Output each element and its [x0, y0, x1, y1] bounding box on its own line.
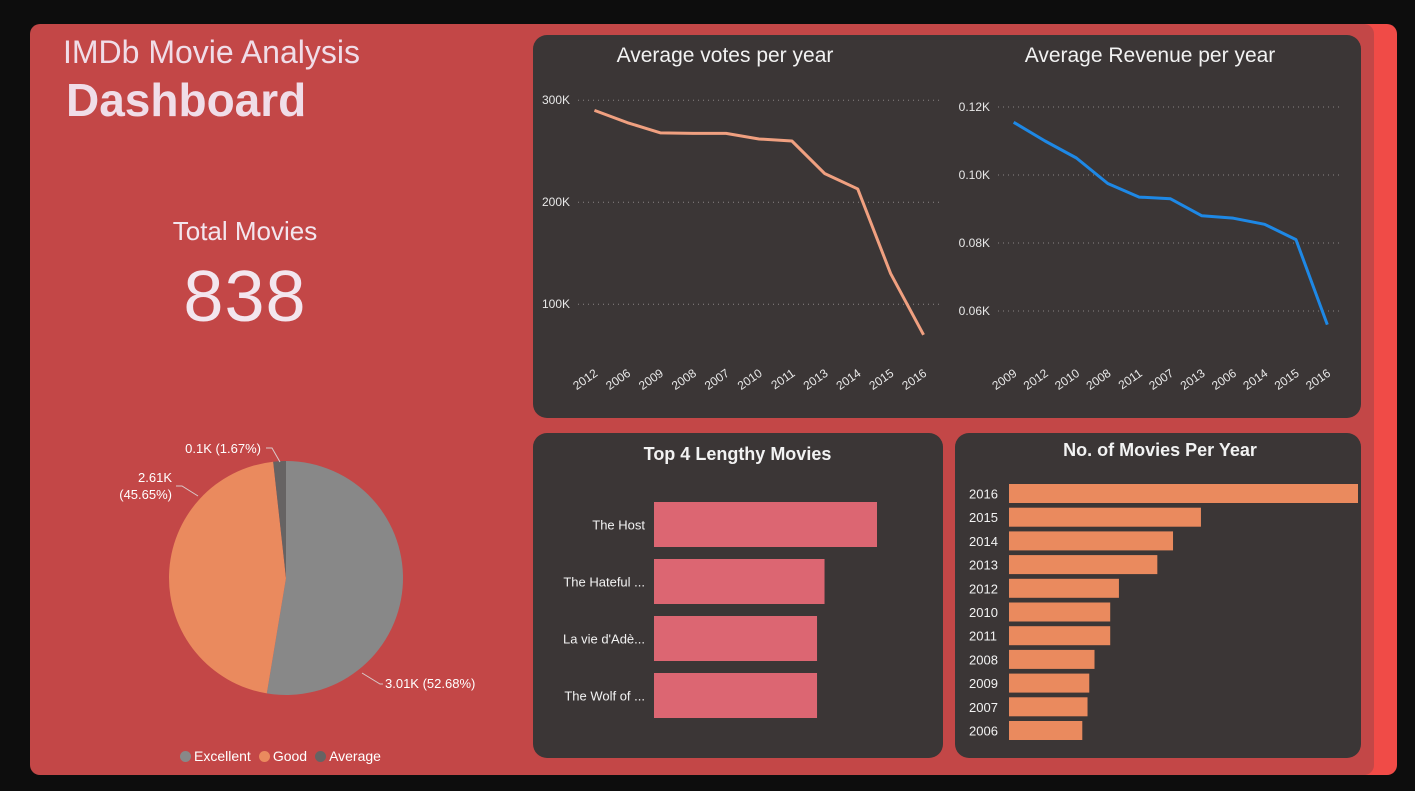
category-label: The Hateful ... — [563, 575, 645, 590]
x-tick-label: 2014 — [1240, 366, 1270, 393]
x-tick-label: 2007 — [702, 366, 732, 393]
bar — [1009, 531, 1174, 551]
pie-leader-line — [266, 447, 281, 463]
legend-label-excellent: Excellent — [194, 748, 251, 764]
y-tick-label: 0.12K — [959, 100, 990, 114]
pie-data-label: (45.65%) — [119, 487, 172, 502]
x-tick-label: 2012 — [570, 366, 600, 393]
series-line — [593, 108, 925, 336]
category-label: 2006 — [969, 724, 998, 739]
x-tick-label: 2015 — [1272, 366, 1302, 393]
legend-item-average[interactable]: Average — [315, 748, 381, 764]
bar — [1009, 602, 1111, 622]
pie-legend: Excellent Good Average — [180, 748, 381, 764]
revenue-line-chart[interactable]: 0.06K 0.08K 0.10K 0.12K 2009 2012 2010 2008 2011… — [948, 80, 1361, 410]
total-movies-label: Total Movies — [172, 216, 318, 246]
pie-slice-excellent[interactable] — [266, 461, 404, 695]
category-label: 2009 — [969, 676, 998, 691]
bar — [654, 616, 818, 661]
bar — [1009, 484, 1358, 503]
x-tick-label: 2012 — [1021, 366, 1051, 393]
pie-data-label: 3.01K (52.68%) — [385, 676, 475, 691]
x-tick-label: 2013 — [1178, 366, 1208, 393]
bar — [654, 673, 818, 718]
x-tick-label: 2015 — [866, 366, 896, 393]
pie-data-label: 2.61K — [138, 470, 172, 485]
x-tick-label: 2010 — [735, 366, 765, 393]
pie-data-label: 0.1K (1.67%) — [185, 441, 261, 456]
rating-pie-chart[interactable]: 3.01K (52.68%) 2.61K (45.65%) 0.1K (1.67%) — [100, 430, 500, 730]
category-label: The Host — [592, 518, 645, 533]
bar — [1009, 507, 1201, 527]
pie-slice-good[interactable] — [169, 461, 286, 694]
bar — [1009, 673, 1090, 693]
dashboard-subtitle: Dashboard — [66, 74, 307, 126]
y-tick-label: 0.08K — [959, 236, 990, 250]
y-tick-label: 0.06K — [959, 304, 990, 318]
x-tick-label: 2011 — [1116, 366, 1145, 392]
pie-leader-line — [176, 485, 199, 497]
category-label: 2008 — [969, 652, 998, 667]
legend-dot-good — [258, 750, 270, 762]
bar — [1009, 578, 1119, 598]
dashboard-title: IMDb Movie Analysis — [63, 34, 360, 70]
bar — [1009, 626, 1111, 646]
line-charts-card — [533, 35, 1361, 418]
category-label: 2015 — [969, 510, 998, 525]
bar — [654, 502, 877, 547]
category-label: 2010 — [969, 605, 998, 620]
x-tick-label: 2014 — [834, 366, 864, 393]
movies-per-year-bar-chart[interactable]: 2016 2015 2014 2013 2012 2010 2011 2008 2009 2007… — [955, 475, 1361, 750]
y-tick-label: 200K — [542, 195, 570, 209]
y-tick-label: 100K — [542, 297, 570, 311]
movies-per-year-title: No. of Movies Per Year — [1063, 440, 1257, 460]
total-movies-value: 838 — [183, 257, 307, 337]
category-label: 2016 — [969, 487, 998, 502]
bar — [654, 559, 825, 604]
x-tick-label: 2009 — [636, 366, 666, 393]
legend-dot-excellent — [180, 750, 191, 762]
x-tick-label: 2007 — [1146, 366, 1176, 393]
y-tick-label: 0.10K — [959, 168, 990, 182]
legend-dot-average — [315, 750, 327, 762]
y-tick-label: 300K — [542, 93, 570, 107]
category-label: 2007 — [969, 700, 998, 715]
category-label: The Wolf of ... — [564, 689, 645, 704]
lengthy-movies-bar-chart[interactable]: The Host The Hateful ... La vie d'Adè... Th… — [533, 480, 943, 740]
x-tick-label: 2009 — [989, 366, 1019, 393]
x-tick-label: 2011 — [768, 366, 797, 392]
lengthy-movies-title: Top 4 Lengthy Movies — [643, 444, 832, 464]
bar — [1009, 697, 1088, 717]
category-label: 2013 — [969, 558, 998, 573]
pie-slice-average[interactable] — [273, 461, 286, 578]
legend-label-good: Good — [272, 748, 308, 764]
votes-line-chart[interactable]: 100K 200K 300K 2012 2006 2009 2008 2007 2010 2011… — [533, 80, 948, 410]
x-tick-label: 2008 — [669, 366, 699, 393]
legend-item-good[interactable]: Good — [258, 748, 308, 764]
x-tick-label: 2016 — [1303, 366, 1333, 393]
x-tick-label: 2006 — [603, 366, 633, 393]
x-tick-label: 2016 — [899, 366, 929, 393]
series-line — [1012, 121, 1329, 326]
legend-label-average: Average — [329, 748, 381, 764]
x-tick-label: 2013 — [801, 366, 831, 393]
x-tick-label: 2006 — [1209, 366, 1239, 393]
category-label: 2011 — [969, 629, 997, 644]
category-label: La vie d'Adè... — [563, 632, 645, 647]
category-label: 2014 — [969, 534, 998, 549]
bar — [1009, 555, 1158, 575]
bar — [1009, 721, 1083, 740]
x-tick-label: 2010 — [1052, 366, 1082, 393]
bar — [1009, 649, 1095, 669]
legend-item-excellent[interactable]: Excellent — [180, 748, 251, 764]
pie-leader-line — [361, 672, 383, 685]
votes-chart-title: Average votes per year — [616, 44, 834, 67]
x-tick-label: 2008 — [1084, 366, 1114, 393]
revenue-chart-title: Average Revenue per year — [1024, 44, 1276, 67]
category-label: 2012 — [969, 581, 998, 596]
